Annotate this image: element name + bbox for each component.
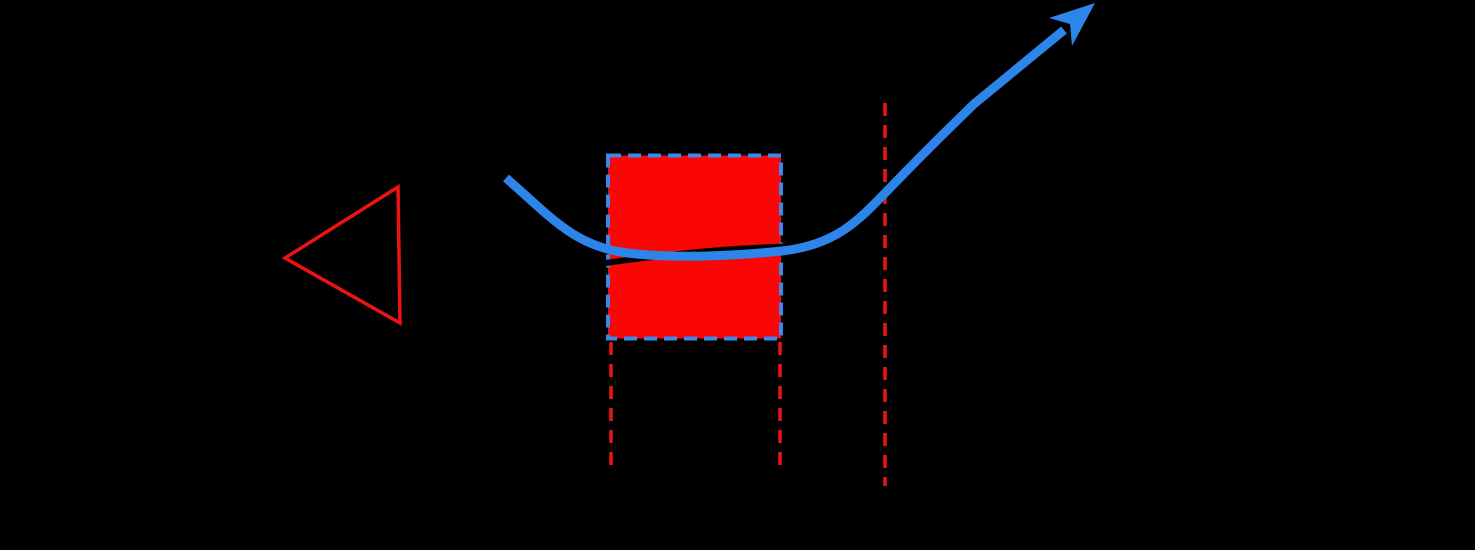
blue-curve-arrowhead-icon	[1049, 3, 1095, 46]
triangle-outline	[281, 183, 402, 327]
hidden-black-curve	[597, 243, 801, 267]
blue-curve	[503, 26, 1067, 261]
